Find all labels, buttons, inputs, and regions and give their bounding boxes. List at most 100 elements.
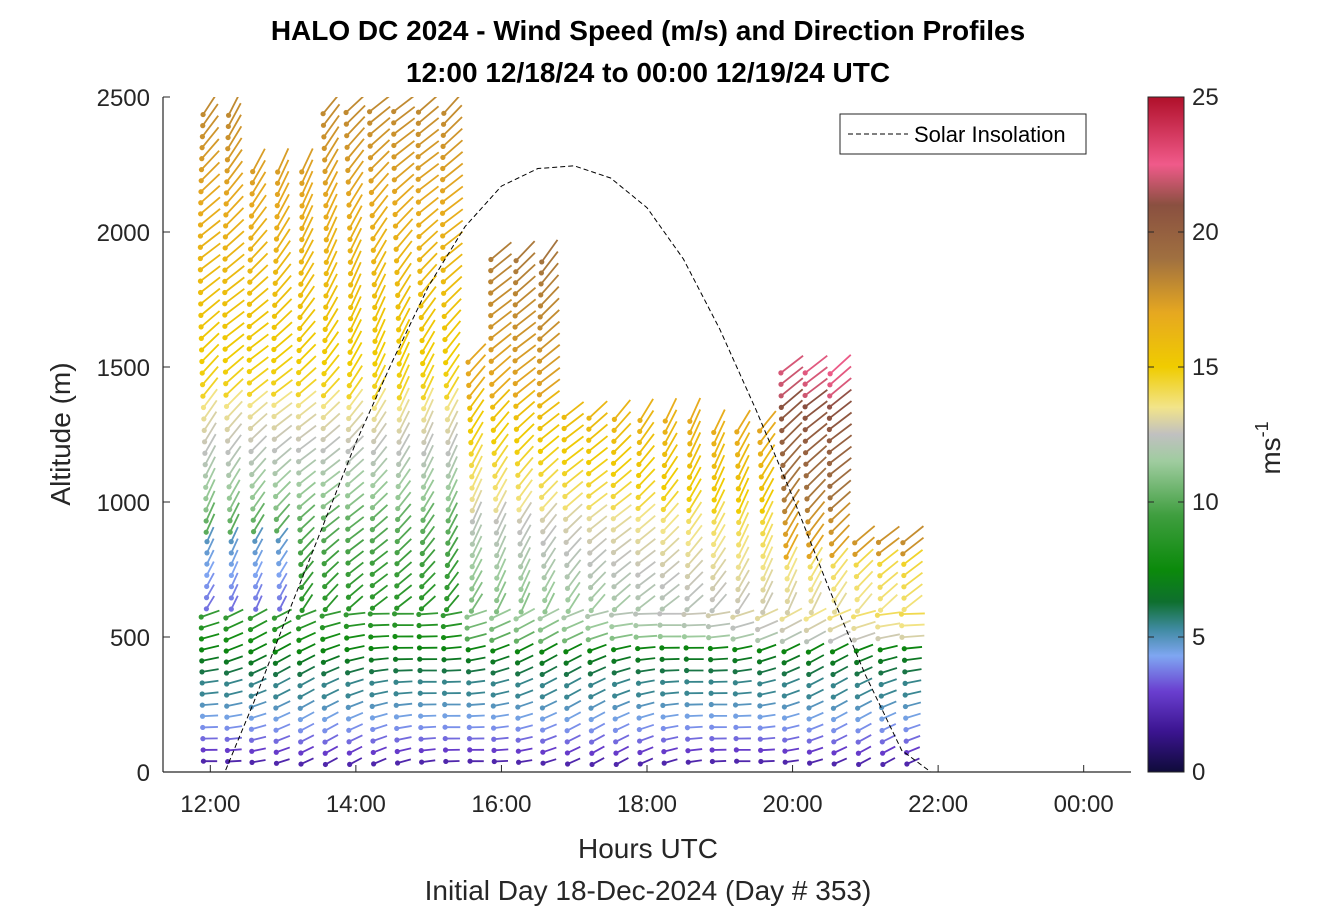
wind-barb-head [635,538,641,545]
wind-barb-head [344,504,351,510]
wind-barb [491,631,511,642]
wind-barb [200,321,220,340]
wind-barb-head [661,495,667,502]
wind-barb [901,612,925,616]
wind-barb-head [343,109,349,116]
wind-barb-head [757,451,764,457]
wind-barb-head [515,715,521,721]
colorbar-tick-label: 5 [1192,624,1205,651]
wind-barb [444,342,461,364]
wind-barb-head [299,203,305,209]
wind-barb-head [562,516,569,522]
wind-barb-head [754,615,761,622]
wind-barb-head [586,448,592,454]
wind-barb [613,594,631,611]
wind-barb-head [711,463,717,469]
wind-barb-head [515,693,521,699]
wind-barb-head [299,236,305,243]
wind-barb-head [806,671,812,678]
wind-barb-head [441,646,447,652]
wind-barb-head [806,553,812,560]
wind-barb [371,679,389,685]
wind-barb-head [806,682,812,689]
solar-insolation-line [163,165,1131,772]
wind-barb [785,533,799,558]
wind-barb-head [369,594,375,600]
wind-barb [249,229,268,250]
wind-barb-head [637,761,643,767]
wind-barb-head [203,529,209,535]
wind-barb [877,525,900,544]
wind-barb-head [561,615,567,621]
wind-barb-head [757,428,763,434]
wind-barb-head [807,575,814,581]
wind-barb [230,538,239,554]
wind-barb [471,512,483,534]
wind-barb [393,140,415,158]
wind-barb [637,491,656,510]
wind-barb [830,524,851,545]
wind-barb-head [248,660,254,666]
wind-barb [566,677,582,687]
wind-barb-head [707,645,713,652]
wind-barb [298,643,316,653]
wind-barb [564,480,584,498]
wind-barb [737,512,750,535]
wind-barb-head [685,759,691,765]
wind-barb-head [734,440,740,446]
wind-barb-head [734,429,740,435]
wind-barb-head [224,736,230,742]
wind-barb-head [346,727,352,733]
wind-barb [199,208,221,226]
wind-barb [200,161,221,182]
wind-barb [393,173,415,193]
wind-barb [901,634,925,639]
wind-barb-head [248,737,255,743]
wind-barb [202,679,219,684]
wind-barb-head [272,482,278,488]
wind-barb-head [904,761,910,767]
wind-barb [516,434,535,453]
wind-barb-head [443,383,449,389]
wind-barb [347,470,365,486]
wind-barb [737,523,750,546]
wind-barb-head [537,627,544,633]
wind-barb-head [854,585,860,591]
wind-barb-head [222,256,228,262]
wind-barb [371,504,389,520]
wind-barb [324,583,339,599]
wind-barb-head [444,417,451,423]
wind-barb-head [295,614,301,620]
wind-barb [443,275,463,294]
wind-barb-head [491,462,498,468]
wind-barb [227,434,242,454]
wind-barb [298,343,317,363]
wind-barb-head [347,338,353,344]
wind-barb-head [635,561,641,567]
wind-barb-head [635,606,641,612]
wind-barb [299,688,315,698]
wind-barb [273,333,293,351]
wind-barb-head [635,550,641,556]
wind-barb [202,691,219,695]
wind-barb [250,206,268,228]
wind-barb-head [711,429,717,436]
wind-barb [879,593,898,611]
wind-barb-head [586,493,592,499]
wind-barb-head [779,427,785,434]
wind-barb [661,572,680,588]
wind-barb [856,593,873,612]
wind-barb-head [369,213,375,219]
wind-barb-head [757,714,763,720]
wind-barb-head [296,347,302,354]
wind-barb [857,700,873,709]
wind-barb-head [781,682,787,688]
wind-barb-head [708,713,715,719]
wind-barb [613,656,631,663]
wind-barb-head [271,380,277,386]
y-tick-label: 0 [137,760,150,787]
wind-barb [515,240,536,262]
wind-barb [347,458,365,475]
wind-barb-head [635,595,641,601]
wind-barb-head [732,658,738,664]
